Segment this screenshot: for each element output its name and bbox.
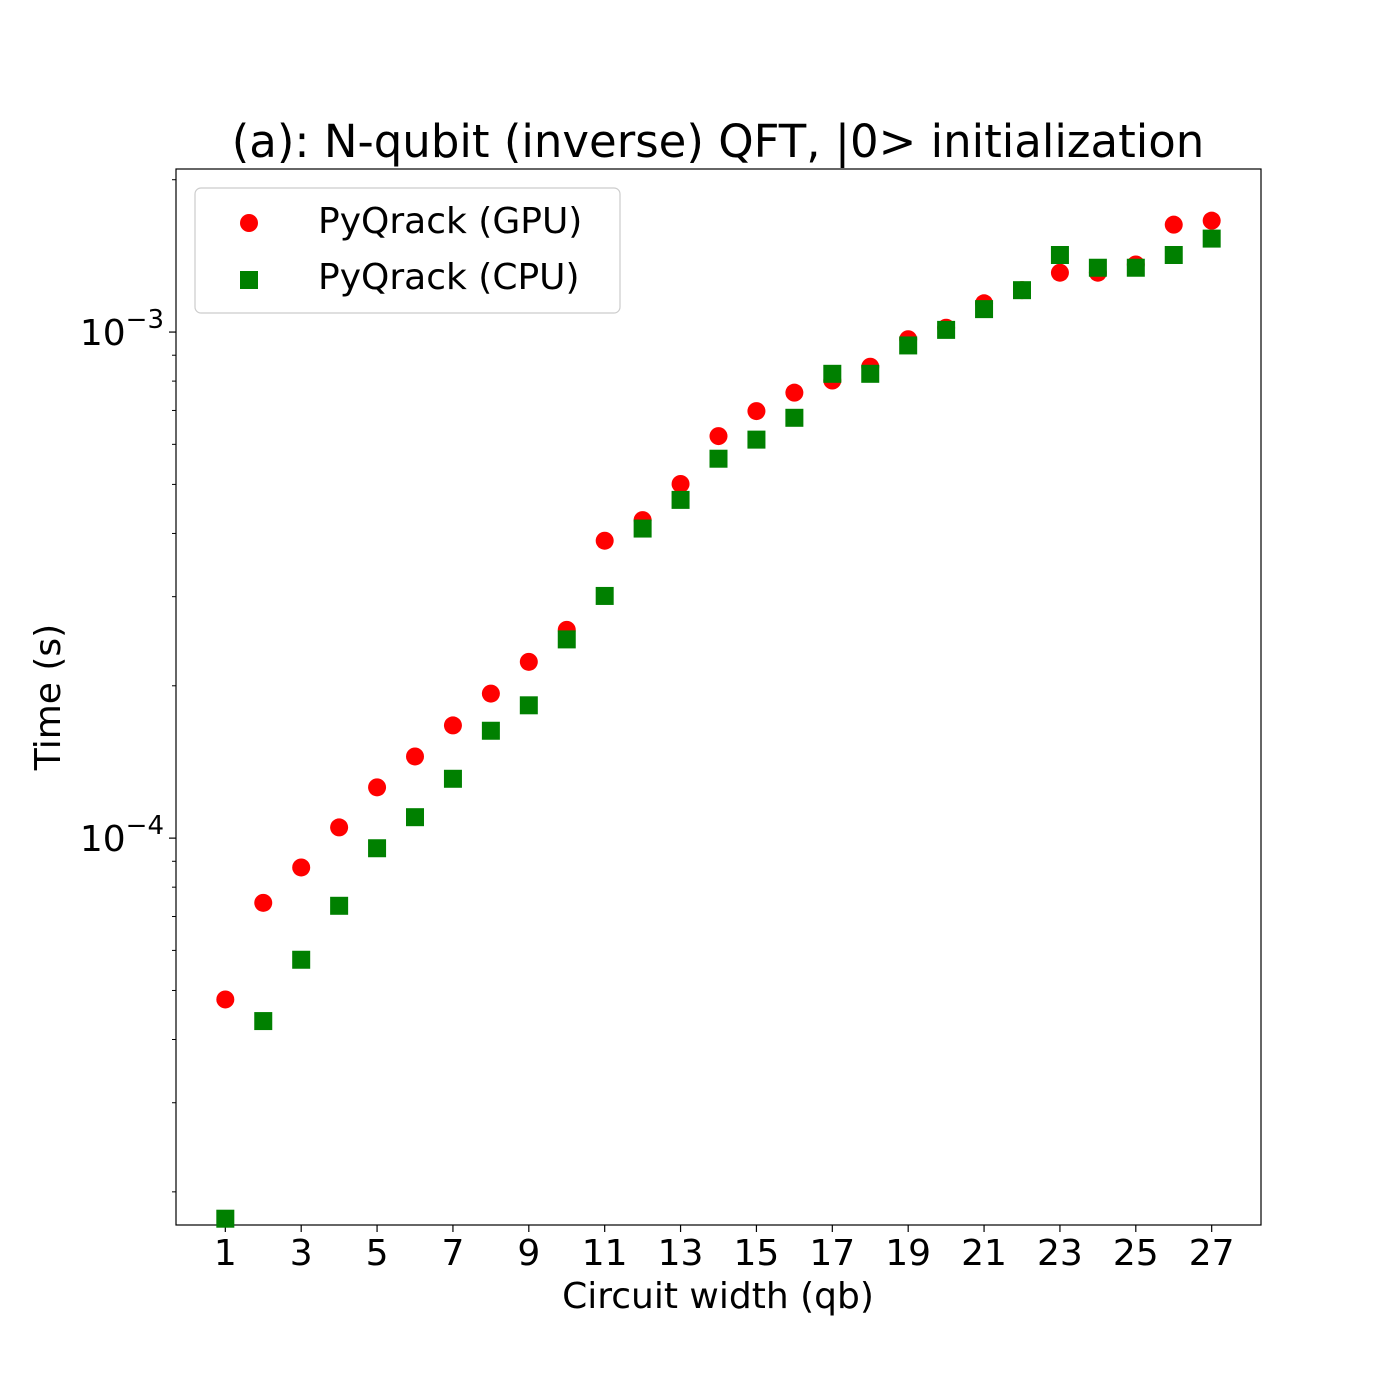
data-point	[899, 336, 918, 355]
y-tick-label: 10−3	[80, 305, 164, 354]
data-point	[861, 364, 880, 383]
data-point	[1126, 258, 1145, 277]
data-point	[709, 449, 728, 468]
data-point	[937, 320, 956, 339]
legend-label-cpu: PyQrack (CPU)	[318, 257, 580, 298]
x-tick-label: 11	[582, 1233, 628, 1274]
series-cpu	[216, 229, 1221, 1228]
axes-frame	[175, 168, 1262, 1226]
data-point	[519, 652, 538, 671]
data-point	[481, 684, 500, 703]
x-tick-label: 13	[658, 1233, 704, 1274]
data-point	[671, 490, 690, 509]
y-tick-exponent: −3	[126, 305, 164, 335]
data-point	[406, 747, 425, 766]
data-point	[975, 300, 994, 319]
x-tick-label: 25	[1113, 1233, 1159, 1274]
x-tick-label: 9	[517, 1233, 540, 1274]
data-point	[1088, 258, 1107, 277]
data-point	[747, 430, 766, 449]
legend-marker-gpu	[240, 214, 258, 232]
data-point	[216, 1209, 235, 1228]
data-point	[254, 893, 273, 912]
data-point	[368, 839, 387, 858]
x-tick-label: 21	[961, 1233, 1007, 1274]
data-point	[709, 427, 728, 446]
plot-area	[175, 168, 1262, 1226]
y-tick-exponent: −4	[126, 811, 164, 841]
x-tick-label: 27	[1189, 1233, 1235, 1274]
data-point	[216, 990, 235, 1009]
data-point	[292, 950, 311, 969]
legend-box	[194, 187, 621, 314]
data-point	[330, 818, 349, 837]
data-point	[633, 519, 652, 538]
data-point	[481, 721, 500, 740]
y-tick-base: 10	[80, 819, 126, 860]
data-point	[443, 769, 462, 788]
data-markers	[216, 211, 1221, 1228]
data-point	[1164, 215, 1183, 234]
data-point	[406, 808, 425, 827]
y-tick-label: 10−4	[80, 811, 164, 860]
data-point	[1012, 281, 1031, 300]
x-tick-label: 1	[214, 1233, 237, 1274]
data-point	[823, 364, 842, 383]
x-axis-ticks: 1 3 5 7 9 11 13 15 17 19 21 23 25 27	[214, 1225, 1235, 1274]
x-tick-label: 3	[290, 1233, 313, 1274]
data-point	[671, 474, 690, 493]
data-point	[785, 408, 804, 427]
data-point	[747, 402, 766, 421]
data-point	[785, 383, 804, 402]
data-point	[1050, 245, 1069, 264]
x-tick-label: 5	[366, 1233, 389, 1274]
x-tick-label: 7	[441, 1233, 464, 1274]
data-point	[1164, 245, 1183, 264]
data-point	[595, 586, 614, 605]
legend: PyQrack (GPU) PyQrack (CPU)	[194, 187, 621, 314]
data-point	[254, 1012, 273, 1031]
data-point	[292, 858, 311, 877]
data-point	[595, 531, 614, 550]
legend-label-gpu: PyQrack (GPU)	[318, 201, 582, 242]
x-tick-label: 19	[885, 1233, 931, 1274]
data-point	[557, 630, 576, 649]
chart-title: (a): N-qubit (inverse) QFT, |0> initiali…	[232, 115, 1205, 168]
data-point	[330, 896, 349, 915]
data-point	[519, 696, 538, 715]
y-axis-label: Time (s)	[28, 624, 69, 771]
data-point	[1050, 263, 1069, 282]
x-axis-label: Circuit width (qb)	[562, 1276, 874, 1317]
data-point	[1202, 211, 1221, 230]
y-axis-ticks: 10−410−3	[80, 179, 176, 1193]
data-point	[368, 778, 387, 797]
x-tick-label: 17	[809, 1233, 855, 1274]
x-tick-label: 23	[1037, 1233, 1083, 1274]
data-point	[443, 716, 462, 735]
data-point	[1202, 229, 1221, 248]
y-tick-base: 10	[80, 313, 126, 354]
legend-marker-cpu	[240, 271, 258, 289]
x-tick-label: 15	[734, 1233, 780, 1274]
